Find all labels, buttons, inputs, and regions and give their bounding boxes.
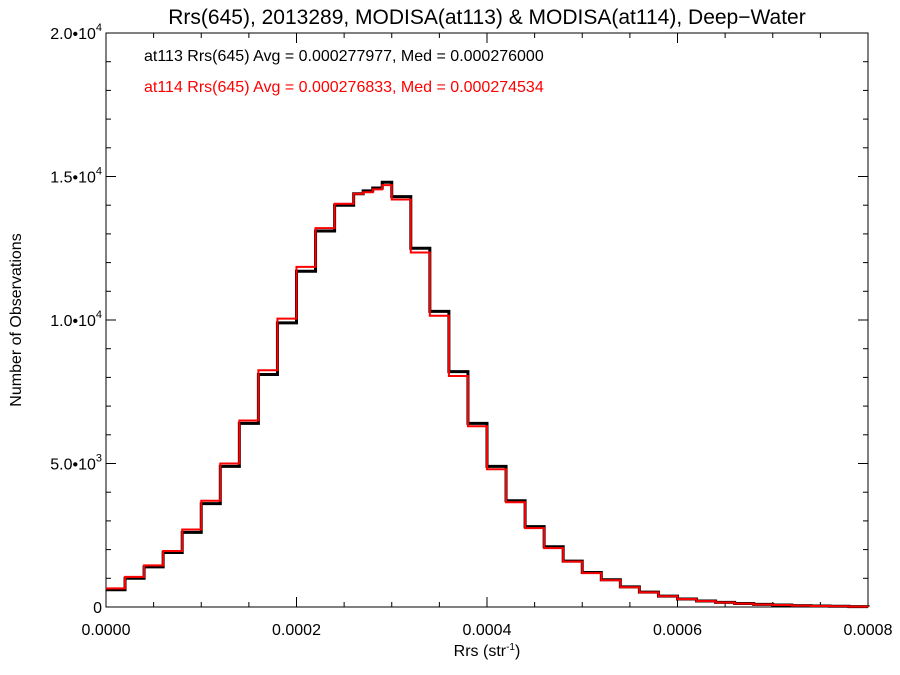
y-tick-label: 0 (93, 600, 102, 617)
axis-ticks (105, 32, 869, 608)
x-axis-label: Rrs (str-1) (454, 642, 521, 660)
series-line-at114 (106, 184, 869, 608)
x-tick-label: 0.0002 (272, 622, 321, 639)
annotation-at113: at113 Rrs(645) Avg = 0.000277977, Med = … (144, 48, 544, 65)
x-tick-label: 0.0000 (82, 622, 131, 639)
y-axis-label: Number of Observations (8, 233, 25, 406)
y-tick-label: 1.5•104 (50, 166, 102, 187)
chart-title: Rrs(645), 2013289, MODISA(at113) & MODIS… (168, 6, 805, 29)
x-tick-label: 0.0006 (653, 622, 702, 639)
y-tick-label: 2.0•104 (50, 22, 102, 43)
x-tick-label: 0.0004 (463, 622, 512, 639)
x-tick-label: 0.0008 (844, 622, 893, 639)
y-tick-label: 1.0•104 (50, 309, 102, 330)
y-tick-label: 5.0•103 (50, 453, 102, 474)
series-layer (106, 180, 870, 609)
axis-tick-labels: 0.0000 0.0002 0.0004 0.0006 0.0008 0 5.0•103 1.… (50, 22, 892, 639)
annotation-at114: at114 Rrs(645) Avg = 0.000276833, Med = … (144, 79, 544, 96)
